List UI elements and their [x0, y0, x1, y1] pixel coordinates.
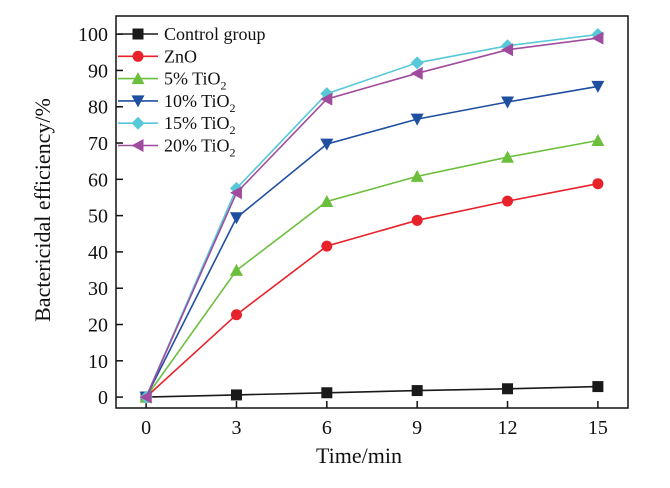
- legend-label: 15% TiO2: [164, 113, 236, 137]
- x-tick-label: 15: [588, 417, 608, 439]
- legend-label: Control group: [164, 24, 266, 44]
- x-axis-title: Time/min: [316, 443, 402, 468]
- data-point: [139, 390, 152, 404]
- data-point: [501, 96, 515, 109]
- data-point: [591, 133, 605, 146]
- data-point: [410, 113, 424, 126]
- legend-item: ZnO: [118, 46, 197, 66]
- y-tick-label: 70: [88, 133, 108, 155]
- x-tick-label: 6: [322, 417, 332, 439]
- x-tick-label: 9: [412, 417, 422, 439]
- series-line: [146, 385, 598, 398]
- data-point: [320, 92, 333, 106]
- series-3: [139, 80, 605, 404]
- y-tick-label: 0: [98, 387, 108, 409]
- data-point: [501, 43, 514, 57]
- legend-item: 20% TiO2: [118, 136, 236, 160]
- series-line: [145, 85, 599, 398]
- data-point: [410, 56, 424, 70]
- legend-marker: [131, 139, 144, 152]
- data-point: [410, 66, 423, 80]
- series-5: [139, 31, 604, 404]
- series-line: [145, 182, 599, 398]
- data-point: [591, 80, 605, 93]
- y-tick-label: 40: [88, 242, 108, 264]
- data-point: [321, 387, 333, 399]
- data-point: [501, 150, 515, 163]
- y-tick-label: 80: [88, 97, 108, 119]
- data-point: [229, 212, 243, 225]
- plot-border: [115, 15, 629, 409]
- series-line: [145, 139, 599, 398]
- y-tick-label: 50: [88, 206, 108, 228]
- legend-item: 10% TiO2: [118, 91, 236, 115]
- data-point: [502, 195, 514, 207]
- legend-label: ZnO: [164, 46, 197, 66]
- legend-item: Control group: [118, 24, 266, 44]
- y-axis: 0 10 20 30 40 50 60 70 80 90 100: [78, 24, 123, 409]
- data-point: [230, 309, 242, 321]
- data-point: [592, 381, 604, 393]
- series-line: [145, 37, 599, 398]
- x-tick-label: 12: [498, 417, 518, 439]
- series-2: [139, 133, 605, 403]
- data-point: [320, 138, 334, 151]
- data-point: [411, 214, 423, 226]
- plot-frame: [115, 15, 629, 409]
- y-tick-label: 90: [88, 60, 108, 82]
- series-line: [145, 33, 598, 398]
- y-tick-label: 10: [88, 351, 108, 373]
- y-axis-title: Bactericidal efficiency/%: [30, 98, 55, 322]
- legend-marker: [131, 116, 145, 130]
- legend-label: 10% TiO2: [164, 91, 236, 115]
- legend-marker: [132, 50, 144, 62]
- data-point: [321, 240, 333, 252]
- data-point: [502, 383, 514, 395]
- y-tick-label: 20: [88, 315, 108, 337]
- x-axis: 0 3 6 9 12 15: [141, 401, 608, 439]
- x-tick-label: 3: [231, 417, 241, 439]
- legend-marker: [131, 72, 145, 85]
- y-tick-label: 100: [78, 24, 108, 46]
- data-point: [591, 31, 604, 45]
- legend-item: 5% TiO2: [118, 69, 227, 93]
- data-point: [230, 389, 242, 401]
- series-1: [140, 178, 604, 403]
- y-tick-label: 60: [88, 169, 108, 191]
- data-point: [411, 385, 423, 397]
- x-tick-label: 0: [141, 417, 151, 439]
- series-0: [140, 381, 604, 403]
- legend-item: 15% TiO2: [118, 113, 236, 137]
- legend-label: 20% TiO2: [164, 136, 236, 160]
- y-tick-label: 30: [88, 278, 108, 300]
- data-point: [320, 194, 334, 207]
- legend-marker: [131, 95, 145, 108]
- data-point: [229, 186, 242, 200]
- data-point: [592, 178, 604, 190]
- data-point: [410, 169, 424, 182]
- legend-marker: [132, 28, 144, 40]
- series-layer: [139, 28, 605, 404]
- legend-label: 5% TiO2: [164, 69, 227, 93]
- data-point: [229, 263, 243, 276]
